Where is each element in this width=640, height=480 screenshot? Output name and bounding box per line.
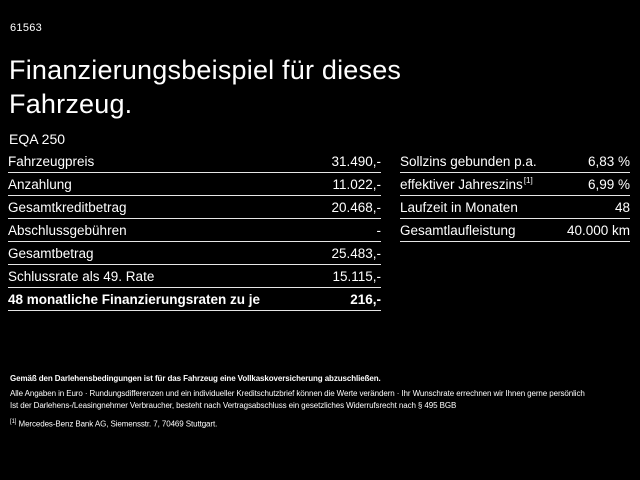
footnote-marker: [1] [10, 419, 17, 425]
vehicle-model: EQA 250 [9, 131, 66, 147]
row-value: 11.022,- [332, 176, 381, 192]
title-line-2: Fahrzeug. [9, 89, 133, 119]
row-label: Fahrzeugpreis [8, 153, 95, 169]
row-value: 6,99 % [587, 176, 630, 192]
bank-address: Mercedes-Benz Bank AG, Siemensstr. 7, 70… [18, 419, 218, 429]
financing-table-left: Fahrzeugpreis 31.490,- Anzahlung 11.022,… [8, 150, 381, 311]
row-label: Gesamtlaufleistung [400, 222, 516, 238]
row-value: 31.490,- [331, 153, 381, 169]
row-label: effektiver Jahreszins[1] [400, 177, 533, 192]
footnote-ref: [1] [523, 176, 533, 185]
row-label: Gesamtbetrag [8, 245, 94, 261]
table-row: Anzahlung 11.022,- [8, 173, 381, 196]
row-value: 40.000 km [566, 222, 630, 238]
row-value: 25.483,- [331, 245, 381, 261]
table-row: Gesamtlaufleistung 40.000 km [400, 219, 630, 242]
footer: Gemäß den Darlehensbedingungen ist für d… [10, 373, 634, 431]
financing-table-right: Sollzins gebunden p.a. 6,83 % effektiver… [400, 150, 630, 242]
table-row: effektiver Jahreszins[1] 6,99 % [400, 173, 630, 196]
insurance-note: Gemäß den Darlehensbedingungen ist für d… [10, 374, 381, 383]
table-row: Abschlussgebühren - [8, 219, 381, 242]
table-row: Gesamtkreditbetrag 20.468,- [8, 196, 381, 219]
row-label: Anzahlung [8, 176, 72, 192]
row-label: Schlussrate als 49. Rate [8, 268, 155, 284]
row-value: 6,83 % [587, 153, 630, 169]
row-label: Abschlussgebühren [8, 222, 127, 238]
page-title: Finanzierungsbeispiel für dieses Fahrzeu… [9, 53, 401, 121]
row-label: Laufzeit in Monaten [400, 199, 518, 215]
row-label: 48 monatliche Finanzierungsraten zu je [8, 291, 261, 307]
disclaimer-line-1: Alle Angaben in Euro · Rundungsdifferenz… [10, 389, 585, 398]
row-value: 20.468,- [331, 199, 381, 215]
row-value: 48 [614, 199, 630, 215]
table-row: Schlussrate als 49. Rate 15.115,- [8, 265, 381, 288]
title-line-1: Finanzierungsbeispiel für dieses [9, 55, 402, 85]
table-row: Sollzins gebunden p.a. 6,83 % [400, 150, 630, 173]
row-label-text: effektiver Jahreszins [400, 176, 523, 192]
bank-footnote: [1] Mercedes-Benz Bank AG, Siemensstr. 7… [10, 416, 634, 431]
table-row: Fahrzeugpreis 31.490,- [8, 150, 381, 173]
table-row: Gesamtbetrag 25.483,- [8, 242, 381, 265]
row-label: Gesamtkreditbetrag [8, 199, 127, 215]
screen-code: 61563 [10, 22, 43, 34]
table-row-monthly-rate: 48 monatliche Finanzierungsraten zu je 2… [8, 288, 381, 311]
row-value: - [376, 222, 382, 238]
row-value: 15.115,- [332, 268, 381, 284]
row-value: 216,- [350, 291, 381, 307]
table-row: Laufzeit in Monaten 48 [400, 196, 630, 219]
disclaimer-line-2: Ist der Darlehens-/Leasingnehmer Verbrau… [10, 401, 457, 410]
row-label: Sollzins gebunden p.a. [400, 153, 537, 169]
